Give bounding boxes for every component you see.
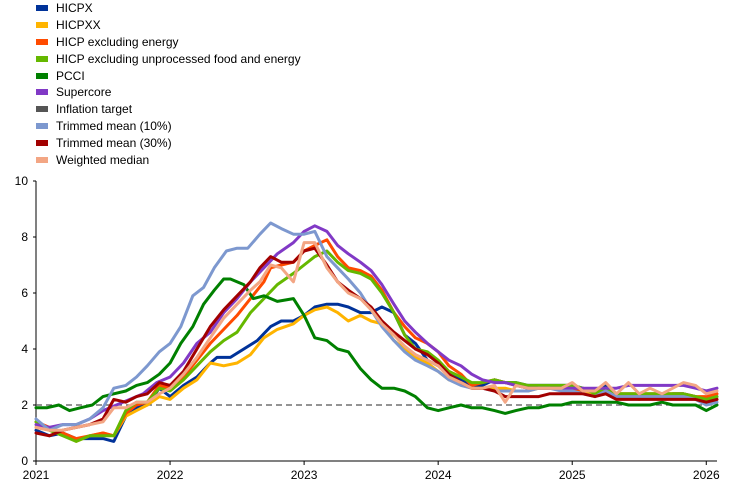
legend-swatch [36, 139, 48, 146]
legend-swatch [36, 106, 48, 113]
legend-item-inflation-target: Inflation target [36, 101, 301, 118]
series-line-pcci [34, 277, 719, 415]
legend-item-weighted-median: Weighted median [36, 151, 301, 168]
legend-swatch [36, 5, 48, 12]
y-tick-label: 0 [21, 454, 28, 468]
x-tick-label: 2026 [693, 468, 720, 482]
legend-label: Trimmed mean (10%) [56, 118, 172, 133]
x-tick-label: 2021 [23, 468, 50, 482]
legend-item-hicp-excluding-unprocessed-food-and-energy: HICP excluding unprocessed food and ener… [36, 50, 301, 67]
x-tick-label: 2025 [559, 468, 586, 482]
legend-label: HICP excluding unprocessed food and ener… [56, 51, 301, 66]
legend-item-pcci: PCCI [36, 67, 301, 84]
series-line-trimmed-mean-10 [34, 221, 719, 432]
legend-label: Inflation target [56, 102, 133, 117]
x-tick-label: 2023 [291, 468, 318, 482]
series-line-trimmed-mean-30 [34, 246, 719, 438]
legend-item-trimmed-mean-30: Trimmed mean (30%) [36, 134, 301, 151]
legend-item-hicp-excluding-energy: HICP excluding energy [36, 34, 301, 51]
x-tick-label: 2024 [425, 468, 452, 482]
legend-label: HICPXX [56, 18, 101, 33]
y-tick-label: 8 [21, 230, 28, 244]
legend-item-hicpx: HICPX [36, 0, 301, 17]
legend-label: HICP excluding energy [56, 34, 179, 49]
x-tick-label: 2022 [157, 468, 184, 482]
legend-label: Trimmed mean (30%) [56, 135, 172, 150]
series-line-weighted-median [34, 241, 719, 432]
legend-label: HICPX [56, 1, 93, 16]
legend-swatch [36, 156, 48, 163]
legend-swatch [36, 72, 48, 79]
legend-item-supercore: Supercore [36, 84, 301, 101]
legend-label: Weighted median [56, 152, 150, 167]
series-line-hicp-excluding-unprocessed-food-and-energy [34, 249, 719, 443]
series-line-hicpx [34, 302, 719, 443]
legend-swatch [36, 89, 48, 96]
y-tick-label: 2 [21, 398, 28, 412]
legend-label: Supercore [56, 85, 112, 100]
y-tick-label: 4 [21, 342, 28, 356]
legend-swatch [36, 38, 48, 45]
legend-label: PCCI [56, 68, 85, 83]
legend-swatch [36, 55, 48, 62]
legend-swatch [36, 122, 48, 129]
legend-item-trimmed-mean-10: Trimmed mean (10%) [36, 118, 301, 135]
legend-swatch [36, 22, 48, 29]
y-tick-label: 6 [21, 286, 28, 300]
y-tick-label: 10 [15, 174, 29, 188]
legend-item-hicpxx: HICPXX [36, 17, 301, 34]
legend: HICPX HICPXX HICP excluding energy HICP exc… [36, 0, 301, 168]
